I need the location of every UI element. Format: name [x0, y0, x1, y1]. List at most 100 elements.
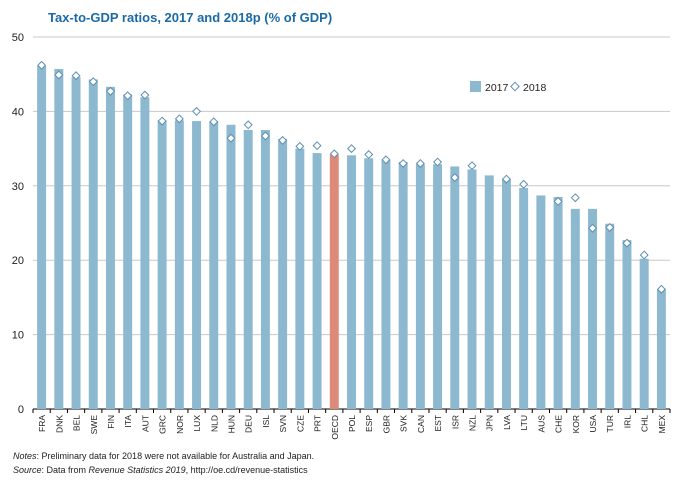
source-prefix: : Data from: [41, 465, 89, 475]
x-tick-label: CAN: [416, 415, 426, 433]
marker-2018: [553, 196, 563, 206]
notes-label: Notes: [13, 451, 37, 461]
marker-2018: [243, 120, 253, 130]
marker-2018: [312, 141, 322, 151]
bar: [484, 175, 494, 409]
legend-label-2018: 2018: [523, 82, 547, 94]
marker-2018: [140, 90, 150, 100]
x-tick-label: NLD: [209, 415, 219, 432]
bar: [312, 153, 322, 409]
bar: [295, 148, 305, 409]
legend-label-2017: 2017: [485, 82, 509, 94]
x-tick-label: USA: [588, 415, 598, 433]
bar: [71, 77, 81, 410]
marker-2018: [260, 131, 270, 141]
x-tick-label: AUT: [140, 415, 150, 432]
marker-2018: [519, 179, 529, 189]
marker-2018: [501, 174, 511, 184]
x-tick-label: SVN: [278, 415, 288, 432]
x-tick-label: ESP: [364, 415, 374, 432]
x-tick-label: GBR: [381, 415, 391, 433]
x-tick-label: FRA: [37, 415, 47, 432]
legend-marker-2018: [510, 81, 520, 92]
marker-2018: [622, 238, 632, 248]
bar: [501, 179, 511, 409]
legend-swatch-2017: [470, 81, 481, 92]
source-suffix: , http://oe.cd/revenue-statistics: [185, 465, 308, 475]
bar: [260, 130, 270, 409]
marker-2018: [381, 155, 391, 165]
bar: [123, 94, 133, 410]
x-tick-label: AUS: [536, 415, 546, 433]
y-tick-label: 50: [12, 32, 24, 44]
marker-2018: [123, 91, 133, 101]
bar: [88, 79, 98, 410]
bar: [450, 166, 460, 409]
x-tick-label: ITA: [123, 415, 133, 428]
bar: [364, 158, 374, 409]
bar: [105, 86, 115, 410]
bar: [329, 154, 339, 409]
x-tick-label: ISR: [450, 415, 460, 429]
x-tick-label: LUX: [192, 415, 202, 432]
x-tick-label: NZL: [468, 415, 478, 431]
x-tick-label: SVK: [399, 415, 409, 432]
x-tick-label: DNK: [54, 415, 64, 433]
x-tick-label: OECD: [330, 415, 340, 440]
bar: [140, 97, 150, 409]
marker-2018: [37, 60, 47, 70]
marker-2018: [209, 117, 219, 127]
x-tick-label: LTU: [519, 415, 529, 430]
marker-2018: [570, 193, 580, 203]
marker-2018: [278, 135, 288, 145]
bar: [588, 208, 598, 409]
x-tick-label: EST: [433, 415, 443, 432]
x-tick-label: CZE: [295, 415, 305, 432]
x-tick-label: LVA: [502, 415, 512, 430]
marker-2018: [105, 86, 115, 96]
marker-2018: [88, 77, 98, 87]
y-tick-label: 20: [12, 255, 24, 267]
bar: [639, 258, 649, 409]
bar: [553, 196, 563, 409]
y-tick-label: 10: [12, 330, 24, 342]
marker-2018: [346, 144, 357, 154]
x-tick-label: IRL: [622, 415, 632, 429]
bar: [54, 68, 64, 409]
y-tick-label: 30: [12, 181, 24, 193]
x-tick-label: DEU: [244, 415, 254, 433]
chart-title: Tax-to-GDP ratios, 2017 and 2018p (% of …: [48, 10, 333, 25]
chart-plot: 0 10 20 30 40 50 FRA DNK BEL SWE FIN ITA AUT GRC NOR LU…: [12, 32, 671, 440]
bar: [174, 120, 184, 409]
notes-text: : Preliminary data for 2018 were not ava…: [36, 451, 315, 461]
marker-2018: [329, 149, 339, 159]
x-tick-label: PRT: [313, 415, 323, 432]
bar: [37, 66, 47, 410]
marker-2018: [295, 141, 305, 151]
bar: [656, 289, 666, 409]
bar: [192, 121, 202, 410]
bar: [536, 195, 546, 409]
bar: [570, 208, 580, 409]
marker-2018: [174, 114, 184, 124]
marker-2018: [415, 158, 425, 168]
x-tick-label: MEX: [657, 415, 667, 434]
bar: [415, 164, 425, 409]
x-tick-label: POL: [347, 415, 357, 432]
marker-2018: [450, 173, 460, 183]
source-publication: Revenue Statistics 2019: [88, 465, 186, 475]
marker-2018: [157, 116, 167, 126]
bar: [605, 223, 615, 409]
x-tick-label: BEL: [72, 415, 82, 431]
x-tick-label: KOR: [571, 415, 581, 433]
marker-2018: [433, 157, 443, 167]
marker-2018: [226, 133, 236, 143]
bar: [519, 188, 529, 409]
x-tick-label: CHE: [554, 415, 564, 433]
marker-2018: [192, 106, 202, 116]
y-tick-label: 40: [12, 106, 24, 118]
x-tick-label: SWE: [89, 415, 99, 435]
source-line: Source: Data from Revenue Statistics 201…: [13, 465, 308, 475]
bar: [157, 120, 167, 409]
bar: [347, 155, 356, 409]
